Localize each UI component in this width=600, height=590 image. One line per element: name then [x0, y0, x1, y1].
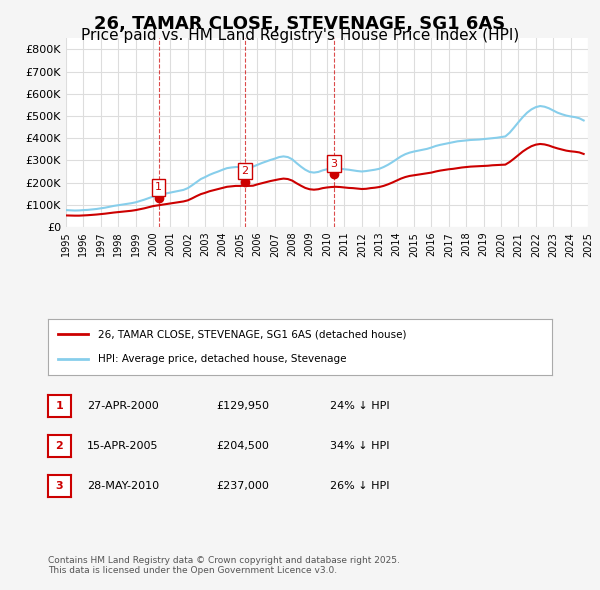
Text: 3: 3 — [331, 159, 338, 169]
Text: 15-APR-2005: 15-APR-2005 — [87, 441, 158, 451]
Text: 27-APR-2000: 27-APR-2000 — [87, 401, 159, 411]
Text: Price paid vs. HM Land Registry's House Price Index (HPI): Price paid vs. HM Land Registry's House … — [81, 28, 519, 43]
Text: HPI: Average price, detached house, Stevenage: HPI: Average price, detached house, Stev… — [98, 354, 347, 364]
Text: 1: 1 — [56, 401, 63, 411]
Text: 3: 3 — [56, 481, 63, 491]
Text: 2: 2 — [56, 441, 63, 451]
Text: 1: 1 — [155, 182, 162, 192]
Text: 24% ↓ HPI: 24% ↓ HPI — [330, 401, 389, 411]
Text: 34% ↓ HPI: 34% ↓ HPI — [330, 441, 389, 451]
Text: 26, TAMAR CLOSE, STEVENAGE, SG1 6AS: 26, TAMAR CLOSE, STEVENAGE, SG1 6AS — [94, 15, 506, 33]
Text: 2: 2 — [241, 166, 248, 176]
Text: 28-MAY-2010: 28-MAY-2010 — [87, 481, 159, 491]
Text: 26, TAMAR CLOSE, STEVENAGE, SG1 6AS (detached house): 26, TAMAR CLOSE, STEVENAGE, SG1 6AS (det… — [98, 329, 407, 339]
Text: Contains HM Land Registry data © Crown copyright and database right 2025.
This d: Contains HM Land Registry data © Crown c… — [48, 556, 400, 575]
Text: £237,000: £237,000 — [216, 481, 269, 491]
Text: 26% ↓ HPI: 26% ↓ HPI — [330, 481, 389, 491]
Text: £129,950: £129,950 — [216, 401, 269, 411]
Text: £204,500: £204,500 — [216, 441, 269, 451]
